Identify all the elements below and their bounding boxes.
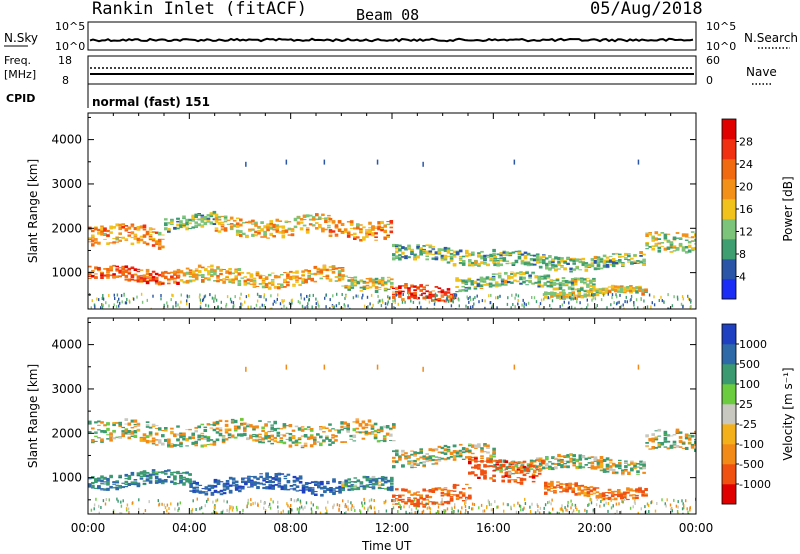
power-band-0 [88, 223, 165, 250]
nave-tick-bottom: 0 [706, 74, 713, 87]
power-band-4 [392, 243, 496, 267]
colorbar-tick-label: -100 [739, 438, 764, 451]
freq-label-2: [MHz] [4, 68, 36, 81]
colorbar-tick-label: -25 [739, 418, 757, 431]
velocity-band-5 [189, 472, 345, 497]
y-tick-label: 4000 [51, 338, 82, 352]
y-tick-label: 2000 [51, 221, 82, 235]
power-band-1 [164, 210, 217, 233]
power-band-9 [341, 274, 394, 293]
colorbar-tick-label: 28 [739, 136, 753, 149]
velocity-band-1 [392, 443, 496, 469]
colorbar-tick-label: 16 [739, 203, 753, 216]
y-tick-label: 1000 [51, 266, 82, 280]
y-axis-label: Slant Range [km] [26, 364, 40, 468]
colorbar-tick-label: 4 [739, 271, 746, 284]
colorbar-tick-label: -1000 [739, 478, 771, 491]
y-tick-label: 1000 [51, 471, 82, 485]
nsky-tick-top: 10^5 [55, 20, 85, 33]
beam-title: Beam 08 [356, 6, 419, 24]
x-tick-label: 20:00 [577, 521, 612, 535]
x-tick-label: 00:00 [71, 521, 106, 535]
power-band-3 [328, 218, 394, 242]
nave-tick-top: 60 [706, 54, 720, 67]
power-band-6 [645, 231, 696, 254]
freq-tick-top: 18 [58, 54, 72, 67]
velocity-band-8 [468, 456, 545, 485]
nsky-label: N.Sky [4, 31, 38, 45]
velocity-near-range-scatter [90, 497, 696, 514]
colorbar-tick-label: 25 [739, 398, 753, 411]
power-band-11 [455, 270, 596, 293]
power-band-8 [176, 264, 345, 290]
cpid-label: CPID [6, 92, 35, 105]
colorbar-tick-label: 1000 [739, 338, 767, 351]
colorbar-tick-label: 24 [739, 158, 753, 171]
y-tick-label: 3000 [51, 382, 82, 396]
station-title: Rankin Inlet (fitACF) [92, 0, 307, 19]
power-band-5 [493, 250, 646, 273]
y-axis-label: Slant Range [km] [26, 159, 40, 263]
y-tick-label: 3000 [51, 177, 82, 191]
velocity-band-3 [645, 428, 696, 452]
power-band-7 [88, 264, 180, 286]
nsky-trace [89, 37, 694, 43]
nsky-panel [87, 21, 697, 51]
nsearch-tick-bottom: 10^0 [706, 40, 736, 53]
colorbar-tick-label: 20 [739, 181, 753, 194]
velocity-far-range-dots [245, 364, 640, 372]
power-band-12 [544, 284, 648, 300]
power-panel: 4000 3000 2000 1000 Slant Range [km] 28 24 20 16… [26, 112, 795, 310]
colorbar-tick-label: 500 [739, 358, 760, 371]
y-tick-label: 2000 [51, 426, 82, 440]
date-title: 05/Aug/2018 [590, 0, 703, 19]
colorbar-tick-label: 8 [739, 248, 746, 261]
power-near-range-scatter [88, 292, 692, 309]
velocity-colorbar: 1000 500 100 25 -25 -100 -500 -1000 Velocity [m … [721, 323, 795, 505]
freq-panel [87, 55, 697, 85]
velocity-band-4 [88, 469, 192, 491]
y-tick-label: 4000 [51, 133, 82, 147]
power-colorbar: 28 24 20 16 12 8 4 Power [dB] [721, 118, 795, 300]
colorbar-tick-label: -500 [739, 458, 764, 471]
velocity-band-9 [544, 480, 648, 501]
x-tick-label: 04:00 [172, 521, 207, 535]
freq-label-1: Freq. [4, 54, 31, 67]
velocity-colorbar-label: Velocity [m s⁻¹] [781, 367, 795, 460]
x-axis-label: Time UT [361, 539, 412, 553]
x-tick-label: 16:00 [476, 521, 511, 535]
nsearch-tick-top: 10^5 [706, 20, 736, 33]
nave-label: Nave [746, 65, 777, 79]
power-far-range-dots [245, 159, 640, 167]
nsky-tick-bottom: 10^0 [55, 40, 85, 53]
velocity-band-6 [341, 475, 394, 492]
x-tick-label: 00:00 [679, 521, 714, 535]
velocity-band-2 [493, 453, 646, 476]
x-tick-label: 08:00 [273, 521, 308, 535]
nsearch-label: N.Search [744, 31, 798, 45]
colorbar-tick-label: 12 [739, 226, 753, 239]
x-tick-label: 12:00 [375, 521, 410, 535]
cpid-text: normal (fast) 151 [92, 95, 210, 109]
power-band-2 [214, 213, 331, 239]
velocity-band-0 [88, 417, 396, 449]
freq-tick-bottom: 8 [62, 74, 69, 87]
colorbar-tick-label: 100 [739, 378, 760, 391]
power-colorbar-label: Power [dB] [781, 176, 795, 241]
velocity-band-7 [392, 483, 472, 509]
